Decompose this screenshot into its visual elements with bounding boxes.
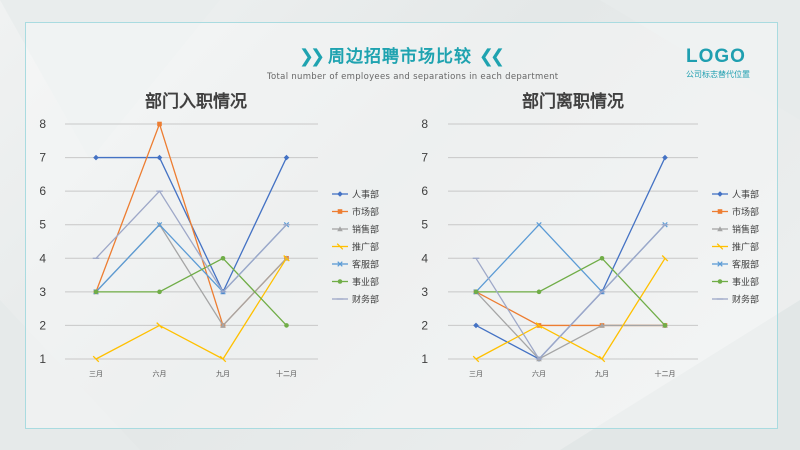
legend-label: 事业部 — [352, 276, 379, 288]
data-point — [598, 355, 606, 363]
chart-title: 部门入职情况 — [145, 91, 247, 112]
data-point — [283, 154, 290, 161]
y-tick-label: 3 — [421, 285, 428, 299]
legend-marker — [717, 279, 723, 284]
data-point — [284, 323, 289, 328]
data-point — [662, 154, 668, 161]
y-tick-label: 3 — [39, 285, 46, 299]
logo: LOGO — [686, 46, 746, 67]
data-point — [156, 221, 163, 228]
x-tick-label: 十二月 — [655, 369, 676, 378]
legend-marker — [717, 226, 723, 232]
y-tick-label: 1 — [421, 352, 428, 366]
series-line — [475, 291, 665, 327]
y-tick-label: 6 — [421, 184, 428, 198]
legend-marker — [717, 261, 723, 267]
legend-label: 市场部 — [352, 206, 379, 218]
data-point — [156, 322, 163, 329]
series-line — [95, 257, 288, 360]
logo-caption: 公司标志替代位置 — [686, 70, 750, 79]
y-tick-label: 6 — [39, 184, 46, 198]
series-line — [476, 257, 666, 326]
legend-marker — [337, 279, 343, 284]
page-title-text: 周边招聘市场比较 — [328, 47, 472, 67]
x-tick-label: 六月 — [532, 369, 546, 378]
legend-label: 人事部 — [352, 189, 379, 201]
y-tick-label: 7 — [39, 151, 46, 165]
data-point — [536, 221, 542, 228]
legend-marker — [717, 191, 723, 197]
data-point — [156, 154, 163, 161]
data-point — [473, 322, 479, 329]
data-point — [220, 322, 226, 328]
chart-title: 部门离职情况 — [522, 91, 624, 112]
x-tick-label: 九月 — [595, 369, 609, 378]
data-point — [92, 355, 100, 363]
y-tick-label: 2 — [39, 318, 46, 332]
data-point — [661, 255, 669, 262]
y-tick-label: 7 — [421, 151, 428, 165]
y-tick-label: 8 — [421, 117, 428, 131]
legend-label: 客服部 — [732, 259, 759, 271]
data-point — [473, 289, 479, 295]
legend-marker — [337, 209, 343, 214]
content-frame — [25, 22, 778, 429]
legend-label: 客服部 — [352, 259, 379, 271]
x-tick-label: 三月 — [469, 370, 483, 378]
legend-marker — [716, 243, 724, 250]
legend-marker — [337, 191, 343, 197]
legend-label: 财务部 — [352, 294, 379, 306]
series-line — [475, 257, 666, 360]
legend-marker — [337, 261, 343, 267]
y-tick-label: 4 — [421, 251, 428, 265]
legend-label: 推广部 — [352, 241, 379, 253]
series-line — [95, 190, 287, 293]
y-tick-label: 5 — [39, 218, 46, 232]
page-subtitle: Total number of employees and separation… — [267, 72, 559, 82]
x-tick-label: 三月 — [89, 370, 103, 378]
data-point — [662, 323, 668, 328]
series-line — [96, 257, 287, 326]
y-tick-label: 4 — [39, 251, 46, 265]
y-tick-label: 8 — [39, 117, 46, 131]
legend-label: 推广部 — [732, 241, 759, 253]
data-point — [220, 255, 226, 261]
legend-marker — [337, 226, 343, 232]
x-tick-label: 十二月 — [276, 369, 297, 378]
legend-label: 销售部 — [732, 224, 759, 236]
legend-label: 人事部 — [732, 189, 759, 201]
page-title: ❯❯ 周边招聘市场比较 ❮❮ — [0, 42, 800, 67]
data-point — [283, 255, 290, 262]
data-point — [157, 121, 162, 127]
data-point — [536, 289, 542, 295]
x-tick-label: 六月 — [153, 369, 167, 378]
y-tick-label: 2 — [421, 318, 428, 332]
y-tick-label: 1 — [39, 352, 46, 366]
legend-label: 事业部 — [732, 276, 759, 288]
data-point — [93, 289, 99, 295]
series-line — [475, 224, 666, 361]
data-point — [219, 355, 227, 363]
data-point — [157, 289, 162, 295]
chevron-right-icon: ❯❯ — [298, 46, 325, 67]
legend-marker — [717, 209, 723, 214]
legend-label: 销售部 — [352, 224, 379, 236]
legend-label: 财务部 — [732, 294, 759, 306]
data-point — [93, 154, 99, 161]
x-tick-label: 九月 — [216, 369, 230, 378]
chevron-left-icon: ❮❮ — [478, 46, 505, 67]
data-point — [599, 255, 605, 261]
data-point — [599, 322, 605, 328]
y-tick-label: 5 — [421, 218, 428, 232]
legend-label: 市场部 — [732, 206, 759, 218]
data-point — [472, 355, 480, 363]
legend-marker — [336, 243, 344, 250]
data-point — [535, 322, 543, 329]
